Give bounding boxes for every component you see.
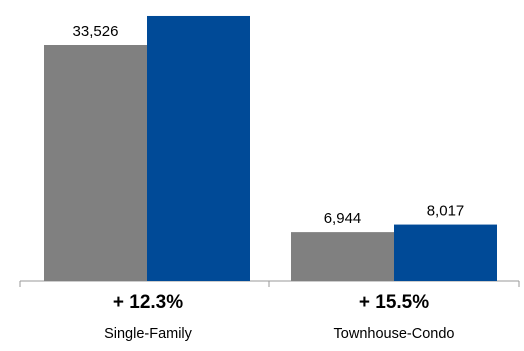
category-label-townhouse-condo: Townhouse-Condo bbox=[333, 326, 455, 342]
change-label-townhouse-condo: + 15.5% bbox=[358, 292, 430, 313]
bar-townhouse-condo-series-1 bbox=[291, 232, 394, 281]
bar-townhouse-condo-series-2 bbox=[394, 224, 497, 281]
data-label-townhouse-condo-series-1: 6,944 bbox=[324, 210, 362, 227]
data-label-townhouse-condo-series-2: 8,017 bbox=[427, 203, 465, 220]
data-label-single-family-series-1: 33,526 bbox=[73, 23, 119, 40]
bar-single-family-series-1 bbox=[44, 45, 147, 281]
change-label-single-family: + 12.3% bbox=[112, 292, 184, 313]
bar-single-family-series-2 bbox=[147, 15, 250, 281]
category-label-single-family: Single-Family bbox=[104, 326, 192, 342]
